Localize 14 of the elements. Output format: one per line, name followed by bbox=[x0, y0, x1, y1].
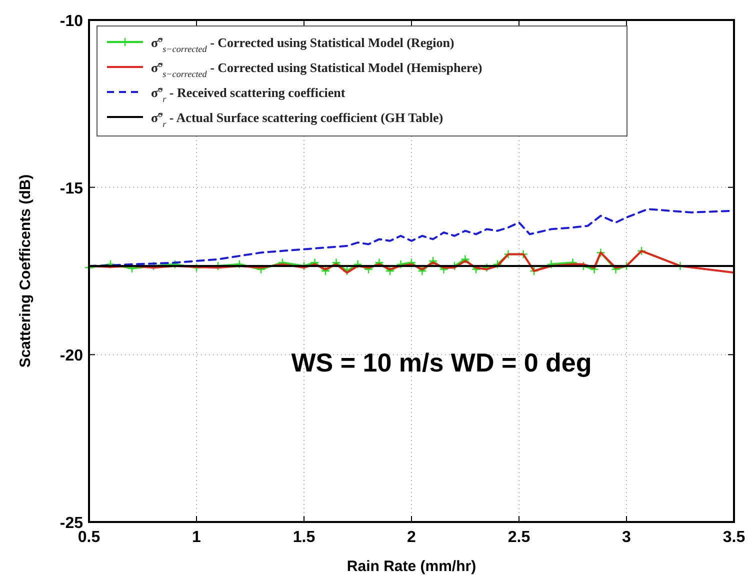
annotation: WS = 10 m/s WD = 0 deg bbox=[291, 347, 592, 378]
x-tick-label: 3.5 bbox=[722, 529, 746, 546]
x-tick-label: 1 bbox=[192, 529, 202, 546]
x-tick-label: 0.5 bbox=[78, 529, 100, 546]
y-tick-label: -15 bbox=[60, 180, 84, 198]
x-tick-label: 2.5 bbox=[508, 529, 530, 546]
x-tick-label: 2 bbox=[407, 529, 416, 546]
x-tick-label: 1.5 bbox=[292, 529, 316, 546]
y-tick-label: -25 bbox=[60, 515, 84, 532]
y-tick-label: -10 bbox=[60, 13, 84, 30]
y-axis-title: Scattering Coefficents (dB) bbox=[17, 174, 34, 368]
x-axis-title: Rain Rate (mm/hr) bbox=[346, 558, 476, 575]
x-tick-label: 3 bbox=[622, 529, 632, 546]
y-tick-label: -20 bbox=[60, 348, 84, 365]
